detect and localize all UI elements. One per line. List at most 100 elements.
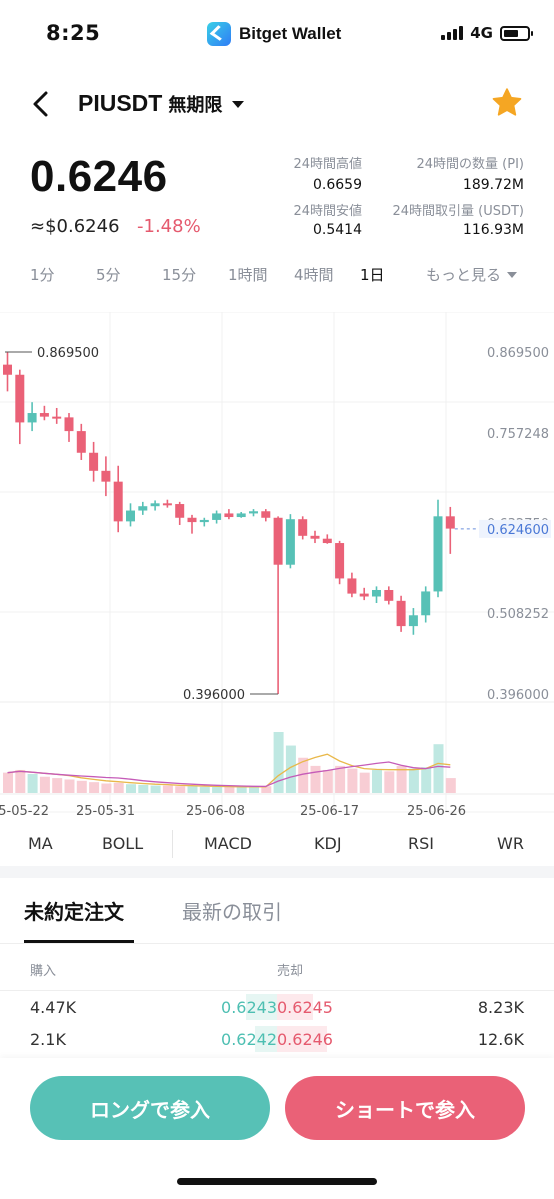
indicator-kdj[interactable]: KDJ xyxy=(314,834,342,853)
x-tick-label: 25-06-26 xyxy=(407,804,466,819)
home-indicator[interactable] xyxy=(177,1178,377,1185)
sell-price: 0.6246 xyxy=(277,1030,333,1049)
indicator-boll[interactable]: BOLL xyxy=(102,834,144,853)
candle-body xyxy=(52,416,62,419)
y-tick-label: 0.757248 xyxy=(487,427,549,442)
divider xyxy=(172,830,173,858)
tf-1m[interactable]: 1分 xyxy=(30,266,55,284)
usd-price: ≈$0.6246 xyxy=(30,216,120,237)
buy-quantity: 4.47K xyxy=(30,998,77,1017)
tf-15m[interactable]: 15分 xyxy=(162,266,197,284)
sell-quantity: 8.23K xyxy=(477,998,524,1017)
candle-body xyxy=(445,516,455,529)
volume-bar xyxy=(384,771,395,793)
tab-open-orders[interactable]: 未約定注文 xyxy=(24,900,124,924)
candle-body xyxy=(396,600,406,627)
indicator-bar: MA BOLL MACD KDJ RSI WR xyxy=(0,826,554,864)
volume-bar xyxy=(224,786,235,793)
tf-4h[interactable]: 4時間 xyxy=(294,266,334,284)
action-bar: ロングで参入 ショートで参入 xyxy=(0,1058,554,1199)
volume-bar xyxy=(335,765,346,793)
pair-selector[interactable]: PIUSDT 無期限 xyxy=(78,90,245,117)
volume-bar xyxy=(236,786,247,793)
candlestick-chart[interactable]: 0.8695000.7572480.6327500.5082520.396000… xyxy=(0,312,554,824)
status-time: 8:25 xyxy=(46,21,101,45)
long-button[interactable]: ロングで参入 xyxy=(30,1076,270,1140)
candle-body xyxy=(359,593,369,597)
volume-bar xyxy=(64,779,75,793)
x-tick-label: 25-05-31 xyxy=(76,804,135,819)
candle-body xyxy=(3,364,12,375)
timeframe-bar: 1分 5分 15分 1時間 4時間 1日 もっと見る xyxy=(0,264,554,288)
indicator-rsi[interactable]: RSI xyxy=(408,834,434,853)
tf-1h[interactable]: 1時間 xyxy=(228,266,268,284)
orderbook-row[interactable]: 4.47K 0.6243 0.6245 8.23K xyxy=(0,992,554,1022)
brand: Bitget Wallet xyxy=(207,22,341,46)
contract-type: 無期限 xyxy=(168,95,223,116)
y-tick-label: 0.508252 xyxy=(487,607,549,622)
sell-depth-bar xyxy=(277,1026,327,1052)
volume-usdt-label: 24時間取引量 (USDT) xyxy=(392,204,524,219)
volume-bar xyxy=(359,772,370,793)
volume-bar xyxy=(261,786,272,793)
indicator-ma[interactable]: MA xyxy=(28,834,53,853)
buy-depth-bar xyxy=(245,994,277,1020)
volume-pi-value: 189.72M xyxy=(462,177,524,193)
candle-body xyxy=(335,543,345,579)
indicator-wr[interactable]: WR xyxy=(497,834,524,853)
candle-body xyxy=(372,589,381,597)
candle-body xyxy=(76,431,86,453)
back-arrow-icon[interactable] xyxy=(28,90,56,118)
tf-5m[interactable]: 5分 xyxy=(96,266,121,284)
pair-header: PIUSDT 無期限 xyxy=(0,80,554,130)
tf-1d[interactable]: 1日 xyxy=(360,266,385,284)
chevron-down-icon xyxy=(232,101,245,108)
volume-bar xyxy=(408,768,419,793)
tf-more[interactable]: もっと見る xyxy=(426,264,518,285)
volume-bar xyxy=(433,744,444,793)
short-button[interactable]: ショートで参入 xyxy=(285,1076,525,1140)
tf-more-label: もっと見る xyxy=(426,266,502,284)
candle-body xyxy=(285,519,295,565)
candle-body xyxy=(162,503,172,506)
candle-body xyxy=(39,413,49,417)
volume-bar xyxy=(162,785,173,793)
volume-bar xyxy=(27,774,38,793)
tab-latest-trades[interactable]: 最新の取引 xyxy=(182,900,282,924)
volume-bar xyxy=(396,765,407,793)
volume-bar xyxy=(310,765,321,793)
sell-price: 0.6245 xyxy=(277,998,333,1017)
current-price-label: 0.624600 xyxy=(487,523,549,538)
divider xyxy=(0,990,554,991)
status-bar: 8:25 Bitget Wallet 4G xyxy=(0,0,554,70)
low-label: 24時間安値 xyxy=(293,204,362,219)
buy-depth-bar xyxy=(254,1026,277,1052)
price-change: -1.48% xyxy=(137,216,201,237)
volume-bar xyxy=(52,778,63,793)
volume-bar xyxy=(285,745,296,793)
price-chart[interactable]: 0.8695000.7572480.6327500.5082520.396000… xyxy=(0,312,554,824)
favorite-star-icon[interactable] xyxy=(490,86,524,120)
volume-bar xyxy=(199,786,210,793)
orderbook-row[interactable]: 2.1K 0.6242 0.6246 12.6K xyxy=(0,1024,554,1054)
candle-body xyxy=(421,591,431,616)
bitget-logo-icon xyxy=(207,22,231,46)
buy-price: 0.6243 xyxy=(221,998,277,1017)
min-marker-label: 0.396000 xyxy=(183,688,245,703)
sell-depth-bar xyxy=(277,994,313,1020)
max-marker-label: 0.869500 xyxy=(37,346,99,361)
candle-body xyxy=(138,506,148,511)
candle-body xyxy=(273,517,283,565)
volume-pi-label: 24時間の数量 (PI) xyxy=(416,157,525,172)
volume-bar xyxy=(249,786,259,793)
candle-body xyxy=(261,511,271,518)
y-tick-label: 0.869500 xyxy=(487,346,549,361)
pair-name: PIUSDT xyxy=(78,90,163,116)
indicator-macd[interactable]: MACD xyxy=(204,834,252,853)
orders-tabs: 未約定注文 最新の取引 xyxy=(0,878,554,944)
x-tick-label: 25-06-08 xyxy=(186,804,245,819)
candle-body xyxy=(347,578,357,594)
candle-body xyxy=(310,535,320,539)
active-tab-indicator xyxy=(24,940,134,943)
volume-bar xyxy=(138,784,149,793)
